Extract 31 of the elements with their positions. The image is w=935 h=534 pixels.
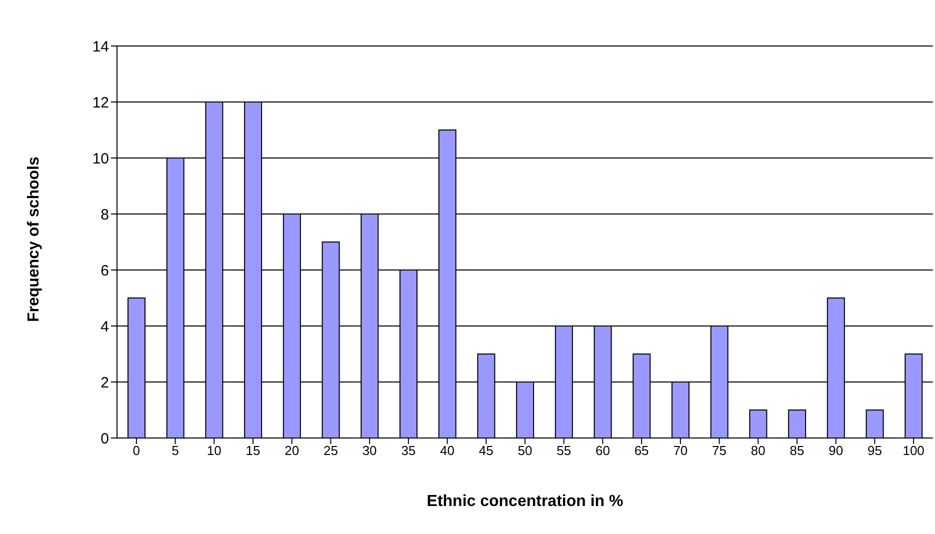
x-tick-label: 60 xyxy=(595,443,610,458)
x-tick-label: 30 xyxy=(362,443,377,458)
x-tick-label: 80 xyxy=(750,443,766,458)
x-tick-label: 0 xyxy=(132,443,140,458)
x-tick-label: 40 xyxy=(440,443,455,458)
x-tick-label: 100 xyxy=(902,443,924,458)
x-tick-label: 20 xyxy=(284,443,300,458)
x-tick-label: 50 xyxy=(518,443,532,458)
x-tick-label: 70 xyxy=(673,443,688,458)
x-tick-label: 45 xyxy=(478,443,494,458)
y-tick-label: 0 xyxy=(100,430,109,448)
y-tick-label: 14 xyxy=(92,38,109,56)
x-tick-label: 55 xyxy=(556,443,572,458)
y-tick-label: 2 xyxy=(100,374,109,392)
y-tick-label: 10 xyxy=(92,150,109,168)
x-tick-label: 90 xyxy=(828,443,844,458)
y-tick-label: 12 xyxy=(92,94,109,112)
y-tick-label: 6 xyxy=(100,262,109,280)
y-axis-title: Frequency of schools xyxy=(26,156,43,322)
x-axis-title: Ethnic concentration in % xyxy=(426,493,624,510)
x-tick-label: 5 xyxy=(172,443,179,458)
y-tick-label: 8 xyxy=(100,206,109,224)
x-tick-label: 35 xyxy=(401,443,416,458)
x-tick-label: 85 xyxy=(790,443,804,458)
x-tick-label: 10 xyxy=(206,443,222,458)
x-tick-label: 25 xyxy=(323,443,338,458)
y-tick-label: 4 xyxy=(100,318,109,336)
x-tick-label: 65 xyxy=(634,443,649,458)
x-tick-label: 75 xyxy=(712,443,727,458)
x-tick-label: 95 xyxy=(867,443,882,458)
x-tick-label: 15 xyxy=(246,443,260,458)
